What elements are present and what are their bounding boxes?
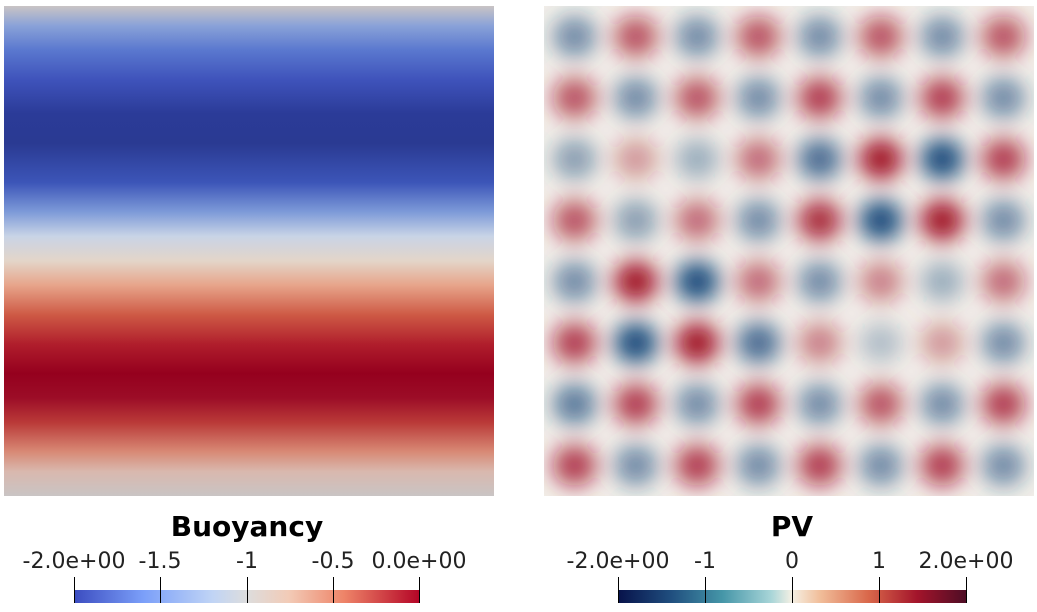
pv-positive-blob [736, 260, 781, 303]
pv-positive-blob [981, 260, 1026, 303]
pv-tick-mark [879, 577, 880, 603]
pv-positive-blob [858, 260, 903, 303]
pv-negative-blob [858, 199, 903, 242]
pv-positive-blob [613, 15, 658, 58]
pv-negative-blob [736, 322, 781, 364]
buoyancy-tick-mark [247, 577, 248, 603]
pv-positive-blob [797, 77, 842, 119]
pv-positive-blob [552, 444, 597, 487]
buoyancy-tick-label: -1 [236, 549, 258, 574]
pv-blob-group [552, 15, 1026, 487]
pv-positive-blob [736, 15, 781, 58]
pv-tick-mark [705, 577, 706, 603]
pv-positive-blob [675, 199, 720, 242]
buoyancy-tick-label: -2.0e+00 [22, 549, 126, 574]
pv-positive-blob [552, 199, 597, 242]
pv-negative-blob [552, 383, 597, 425]
pv-positive-blob [920, 77, 965, 119]
pv-positive-blob [920, 199, 965, 242]
pv-negative-blob [613, 322, 658, 364]
pv-tick-mark [792, 577, 793, 603]
pv-negative-blob [613, 199, 658, 242]
pv-negative-blob [552, 15, 597, 58]
pv-positive-blob [675, 322, 720, 364]
pv-positive-blob [797, 199, 842, 242]
pv-negative-blob [675, 260, 720, 303]
pv-negative-blob [797, 383, 842, 425]
pv-negative-blob [797, 15, 842, 58]
buoyancy-tick-label: -1.5 [138, 549, 182, 574]
pv-tick-mark [966, 577, 967, 603]
pv-negative-blob [675, 383, 720, 425]
pv-positive-blob [981, 383, 1026, 425]
buoyancy-tick-label: -0.5 [311, 549, 355, 574]
pv-negative-blob [736, 444, 781, 487]
pv-positive-blob [675, 444, 720, 487]
pv-positive-blob [920, 322, 965, 364]
pv-colorbar-title: PV [770, 510, 814, 543]
pv-negative-blob [613, 77, 658, 119]
pv-positive-blob [613, 260, 658, 303]
pv-positive-blob [981, 138, 1026, 180]
pv-negative-blob [920, 260, 965, 303]
pv-negative-blob [797, 138, 842, 180]
buoyancy-tick-label: 0.0e+00 [371, 549, 467, 574]
pv-negative-blob [552, 138, 597, 180]
pv-positive-blob [797, 322, 842, 364]
pv-negative-blob [981, 77, 1026, 119]
pv-negative-blob [920, 383, 965, 425]
pv-negative-blob [675, 138, 720, 180]
pv-positive-blob [675, 77, 720, 119]
pv-negative-blob [736, 199, 781, 242]
pv-negative-blob [981, 199, 1026, 242]
pv-positive-blob [920, 444, 965, 487]
pv-positive-blob [981, 15, 1026, 58]
pv-negative-blob [920, 15, 965, 58]
buoyancy-tick-mark [419, 577, 420, 603]
pv-negative-blob [920, 138, 965, 180]
pv-negative-blob [858, 77, 903, 119]
pv-positive-blob [797, 444, 842, 487]
pv-negative-blob [981, 322, 1026, 364]
pv-negative-blob [858, 322, 903, 364]
pv-positive-blob [613, 383, 658, 425]
pv-positive-blob [858, 15, 903, 58]
pv-negative-blob [858, 444, 903, 487]
pv-field-image [544, 6, 1034, 496]
pv-tick-label: 2.0e+00 [918, 549, 1014, 574]
buoyancy-colorbar-title: Buoyancy [170, 510, 324, 543]
buoyancy-tick-mark [333, 577, 334, 603]
pv-negative-blob [981, 444, 1026, 487]
buoyancy-tick-mark [160, 577, 161, 603]
pv-negative-blob [613, 444, 658, 487]
pv-tick-label: -1 [694, 549, 716, 574]
pv-positive-blob [736, 138, 781, 180]
pv-positive-blob [552, 322, 597, 364]
pv-positive-blob [858, 383, 903, 425]
pv-tick-label: 0 [785, 549, 799, 574]
pv-tick-label: 1 [872, 549, 886, 574]
pv-tick-mark [618, 577, 619, 603]
pv-positive-blob [736, 383, 781, 425]
buoyancy-field-panel [4, 6, 494, 496]
pv-negative-blob [797, 260, 842, 303]
pv-field-panel [544, 6, 1034, 496]
pv-negative-blob [675, 15, 720, 58]
pv-negative-blob [552, 260, 597, 303]
pv-negative-blob [736, 77, 781, 119]
pv-positive-blob [858, 138, 903, 180]
pv-positive-blob [613, 138, 658, 180]
pv-positive-blob [552, 77, 597, 119]
pv-tick-label: -2.0e+00 [566, 549, 670, 574]
buoyancy-tick-mark [74, 577, 75, 603]
pv-background [544, 6, 1034, 496]
